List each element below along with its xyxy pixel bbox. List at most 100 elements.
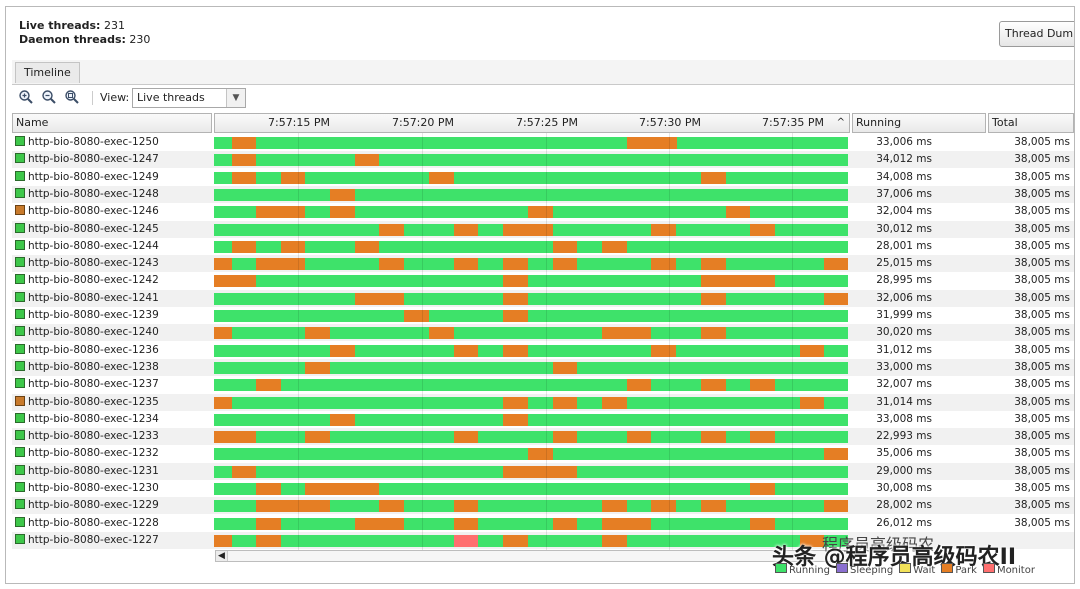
total-time-cell: 38,005 ms	[1014, 482, 1070, 494]
watermark: 头条 @程序员高级码农II	[772, 545, 1017, 570]
running-time-cell: 31,012 ms	[876, 343, 932, 356]
running-time-cell: 30,012 ms	[876, 222, 932, 235]
thread-state-icon	[15, 309, 25, 319]
zoom-in-icon[interactable]	[18, 89, 34, 105]
thread-state-icon	[15, 187, 25, 198]
thread-timeline-bar	[214, 240, 848, 253]
thread-row[interactable]: http-bio-8080-exec-1242 28,995 ms 38,005 m…	[12, 272, 1074, 289]
park-segment	[255, 379, 281, 392]
thread-timeline-bar	[214, 275, 848, 288]
park-segment	[750, 223, 776, 236]
thread-row[interactable]: http-bio-8080-exec-1249 34,008 ms 38,005 m…	[12, 169, 1074, 186]
thread-row[interactable]: http-bio-8080-exec-1232 35,006 ms 38,005 m…	[12, 445, 1074, 462]
thread-timeline-bar	[214, 396, 848, 409]
thread-row[interactable]: http-bio-8080-exec-1239 31,999 ms 38,005 m…	[12, 307, 1074, 324]
park-segment	[823, 292, 848, 305]
thread-name-cell: http-bio-8080-exec-1227	[12, 532, 210, 549]
park-segment	[354, 517, 405, 530]
thread-row[interactable]: http-bio-8080-exec-1233 22,993 ms 38,005 m…	[12, 428, 1074, 446]
thread-row[interactable]: http-bio-8080-exec-1250 33,006 ms 38,005 m…	[12, 134, 1074, 151]
thread-row[interactable]: http-bio-8080-exec-1237 32,007 ms 38,005 m…	[12, 376, 1074, 393]
timeline-gridline	[298, 133, 299, 553]
thread-name-cell: http-bio-8080-exec-1240	[12, 324, 210, 341]
thread-name-cell: http-bio-8080-exec-1234	[12, 411, 210, 428]
tab-strip: Timeline	[12, 60, 1074, 85]
thread-name-cell: http-bio-8080-exec-1243	[12, 255, 210, 272]
column-header-name[interactable]: Name	[12, 113, 212, 133]
park-segment	[305, 483, 380, 495]
thread-row[interactable]: http-bio-8080-exec-1228 26,012 ms 38,005 m…	[12, 515, 1074, 532]
thread-name-cell: http-bio-8080-exec-1247	[12, 151, 210, 168]
total-time-cell: 38,005 ms	[1014, 291, 1070, 304]
thread-name-cell: http-bio-8080-exec-1248	[12, 186, 210, 203]
total-time-cell: 38,005 ms	[1014, 153, 1070, 166]
scroll-left-icon[interactable]: ◀	[216, 551, 228, 561]
thread-row[interactable]: http-bio-8080-exec-1247 34,012 ms 38,005 m…	[12, 151, 1074, 169]
thread-row[interactable]: http-bio-8080-exec-1234 33,008 ms 38,005 m…	[12, 411, 1074, 428]
total-time-cell: 38,005 ms	[1014, 205, 1070, 218]
park-segment	[503, 258, 528, 271]
column-header-timeline[interactable]: 7:57:15 PM 7:57:20 PM 7:57:25 PM 7:57:30 PM…	[214, 113, 850, 133]
thread-row[interactable]: http-bio-8080-exec-1248 37,006 ms 38,005 m…	[12, 185, 1074, 203]
thread-state-icon	[15, 136, 25, 146]
thread-row[interactable]: http-bio-8080-exec-1231 29,000 ms 38,005 m…	[12, 462, 1074, 480]
thread-name-cell: http-bio-8080-exec-1242	[12, 272, 210, 289]
thread-row[interactable]: http-bio-8080-exec-1229 28,002 ms 38,005 m…	[12, 497, 1074, 515]
daemon-threads-label: Daemon threads:	[19, 33, 126, 46]
total-time-cell: 38,005 ms	[1014, 464, 1070, 477]
running-time-cell: 34,008 ms	[876, 170, 932, 183]
column-header-running[interactable]: Running	[852, 113, 986, 133]
thread-name-cell: http-bio-8080-exec-1232	[12, 445, 210, 462]
thread-row[interactable]: http-bio-8080-exec-1227	[12, 531, 1074, 549]
thread-timeline-bar	[214, 188, 848, 201]
thread-row[interactable]: http-bio-8080-exec-1244 28,001 ms 38,005 m…	[12, 238, 1074, 255]
legend-label: Monitor	[996, 565, 1035, 576]
total-time-cell: 38,005 ms	[1014, 447, 1070, 460]
zoom-fit-icon[interactable]	[64, 89, 80, 105]
park-segment	[552, 431, 578, 444]
park-segment	[799, 534, 824, 547]
zoom-out-icon[interactable]	[41, 89, 57, 105]
thread-name-cell: http-bio-8080-exec-1228	[12, 515, 210, 532]
legend-swatch	[899, 563, 912, 573]
thread-row[interactable]: http-bio-8080-exec-1238 33,000 ms 38,005 m…	[12, 358, 1074, 376]
tab-timeline[interactable]: Timeline	[15, 62, 80, 83]
thread-row[interactable]: http-bio-8080-exec-1241 32,006 ms 38,005 m…	[12, 289, 1074, 307]
park-segment	[651, 344, 677, 357]
park-segment	[503, 465, 578, 478]
toolbar-separator	[92, 91, 93, 105]
daemon-threads-value: 230	[129, 33, 151, 46]
thread-row[interactable]: http-bio-8080-exec-1230 30,008 ms 38,005 m…	[12, 480, 1074, 497]
park-segment	[305, 431, 330, 444]
thread-name-cell: http-bio-8080-exec-1233	[12, 428, 210, 445]
thread-row[interactable]: http-bio-8080-exec-1246 32,004 ms 38,005 m…	[12, 203, 1074, 220]
chevron-down-icon[interactable]: ▼	[226, 89, 245, 107]
timeline-horizontal-scrollbar[interactable]: ◀	[215, 550, 852, 562]
thread-dump-button[interactable]: Thread Dump	[999, 21, 1074, 47]
thread-name: http-bio-8080-exec-1238	[28, 360, 159, 373]
park-segment	[700, 292, 726, 305]
legend-label: Wait	[913, 565, 936, 576]
thread-row[interactable]: http-bio-8080-exec-1243 25,015 ms 38,005 m…	[12, 255, 1074, 273]
view-select[interactable]: Live threads ▼	[132, 88, 246, 108]
total-time-cell: 38,005 ms	[1014, 274, 1070, 287]
column-header-total[interactable]: Total	[988, 113, 1074, 133]
park-segment	[503, 413, 528, 426]
thread-name: http-bio-8080-exec-1229	[28, 499, 159, 512]
thread-row[interactable]: http-bio-8080-exec-1236 31,012 ms 38,005 m…	[12, 342, 1074, 359]
park-segment	[214, 431, 256, 444]
thread-timeline-bar	[214, 534, 848, 547]
thread-name: http-bio-8080-exec-1232	[28, 447, 159, 460]
running-time-cell: 29,000 ms	[876, 464, 932, 477]
threads-table: Name 7:57:15 PM 7:57:20 PM 7:57:25 PM 7:57:…	[12, 113, 1074, 563]
thread-name: http-bio-8080-exec-1240	[28, 326, 159, 339]
park-segment	[280, 171, 306, 184]
thread-state-icon	[15, 360, 25, 371]
thread-name: http-bio-8080-exec-1227	[28, 533, 159, 546]
park-segment	[627, 137, 677, 149]
thread-row[interactable]: http-bio-8080-exec-1235 31,014 ms 38,005 m…	[12, 393, 1074, 411]
thread-row[interactable]: http-bio-8080-exec-1245 30,012 ms 38,005 m…	[12, 220, 1074, 238]
park-segment	[700, 379, 726, 392]
thread-row[interactable]: http-bio-8080-exec-1240 30,020 ms 38,005 m…	[12, 324, 1074, 342]
park-segment	[651, 258, 677, 271]
